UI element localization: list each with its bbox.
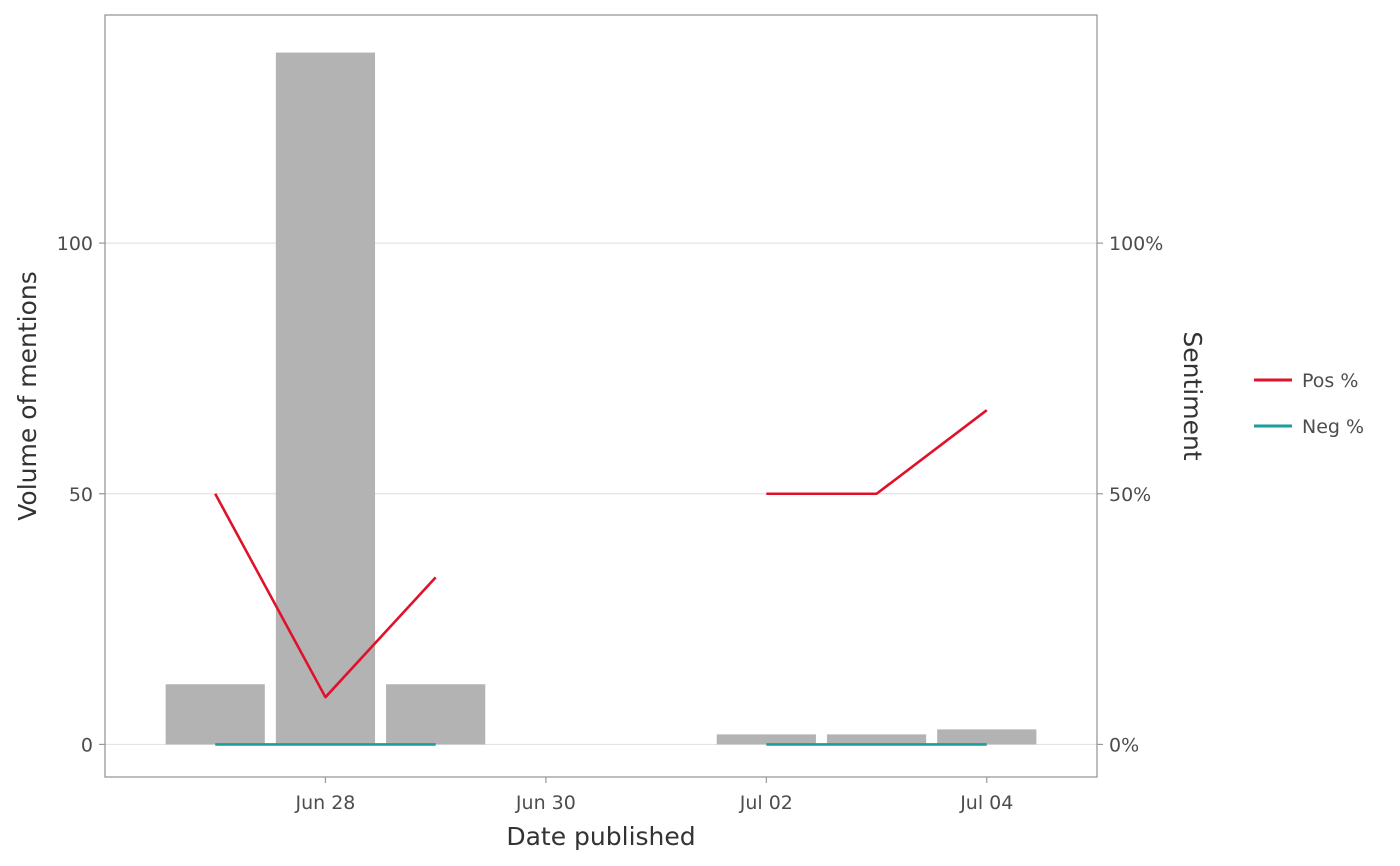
sentiment-lines bbox=[214, 409, 988, 746]
y-tick-label: 0 bbox=[81, 734, 93, 756]
bar bbox=[165, 684, 265, 745]
grid-lines bbox=[105, 242, 1097, 746]
x-tick-label: Jun 30 bbox=[515, 792, 576, 814]
x-tick-label: Jun 28 bbox=[294, 792, 355, 814]
y-axis-title: Volume of mentions bbox=[13, 271, 42, 520]
x-tick-label: Jul 02 bbox=[739, 792, 793, 814]
bar bbox=[826, 734, 927, 745]
bar bbox=[386, 684, 486, 745]
bar bbox=[275, 52, 376, 745]
x-tick-label: Jul 04 bbox=[959, 792, 1013, 814]
series-line-pos bbox=[766, 409, 988, 496]
x-axis-title: Date published bbox=[506, 822, 695, 851]
plot-panel-border bbox=[104, 14, 1098, 778]
y-tick-label: 100 bbox=[57, 233, 93, 255]
y2-tick-label: 50% bbox=[1109, 484, 1151, 506]
legend-label-neg: Neg % bbox=[1302, 416, 1364, 438]
y2-tick-label: 100% bbox=[1109, 233, 1163, 255]
y-axis-right: 0% 50% 100% bbox=[1097, 233, 1163, 756]
bar bbox=[716, 734, 816, 745]
legend: Pos % Neg % bbox=[1254, 370, 1364, 438]
legend-label-pos: Pos % bbox=[1302, 370, 1358, 392]
series-line-pos bbox=[214, 493, 437, 699]
bars bbox=[165, 52, 1037, 745]
x-axis: Jun 28 Jun 30 Jul 02 Jul 04 bbox=[294, 777, 1013, 814]
y-tick-label: 50 bbox=[69, 484, 93, 506]
bar bbox=[937, 729, 1037, 745]
y2-axis-title: Sentiment bbox=[1178, 331, 1207, 460]
y-axis-left: 0 50 100 bbox=[57, 233, 105, 756]
y2-tick-label: 0% bbox=[1109, 734, 1139, 756]
